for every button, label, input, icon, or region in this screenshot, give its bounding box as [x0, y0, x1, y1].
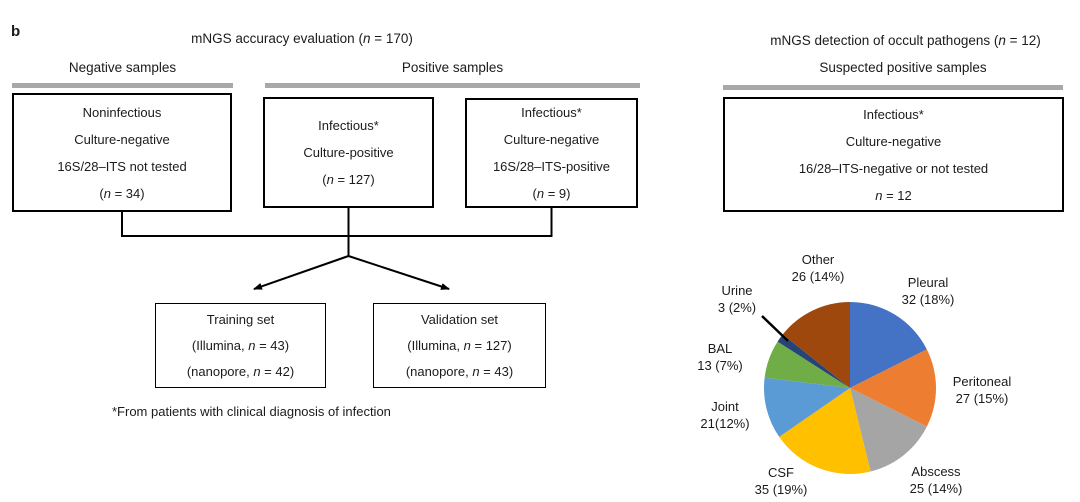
pie-label-abscess: Abscess 25 (14%)	[910, 463, 963, 497]
pie-label-name: BAL	[707, 341, 733, 356]
box-training-set: Training set (Illumina, n = 43) (nanopore,…	[155, 303, 326, 388]
pie-label-name: Abscess	[911, 464, 961, 479]
box-culture-positive: Infectious* Culture-positive (n = 127)	[263, 97, 434, 208]
pie-label-csf: CSF 35 (19%)	[755, 464, 808, 498]
box-validation-set: Validation set (Illumina, n = 127) (nanopo…	[373, 303, 546, 388]
pie-slice-urine	[777, 334, 850, 388]
pie-label-name: Peritoneal	[952, 374, 1012, 389]
box-text-line: Culture-positive	[303, 145, 394, 160]
box-text-line: (nanopore, n = 43)	[405, 363, 514, 379]
box-text-line: n = 12	[875, 187, 912, 203]
pie-label-value: 3 (2%)	[717, 300, 757, 315]
pie-slice-other	[782, 301, 850, 388]
urine-leader-line	[761, 315, 789, 342]
box-text-line: Training set	[206, 311, 275, 327]
pie-label-peritoneal: Peritoneal 27 (15%)	[953, 373, 1012, 407]
suspected-samples-bar	[723, 85, 1063, 90]
pie-label-value: 26 (14%)	[791, 269, 845, 284]
pie-slice-bal	[764, 341, 850, 388]
suspected-positive-samples-label: Suspected positive samples	[819, 60, 987, 75]
box-text-line: Noninfectious	[82, 104, 162, 120]
pie-label-bal: BAL 13 (7%)	[697, 340, 743, 374]
arrow-to-validation-set	[348, 255, 450, 290]
pie-chart	[764, 301, 937, 474]
pie-slice-abscess	[850, 388, 927, 472]
box-text-line: (nanopore, n = 42)	[186, 363, 295, 379]
box-text-line: Validation set	[420, 311, 499, 327]
arrow-to-training-set	[253, 255, 349, 290]
pie-label-joint: Joint 21(12%)	[700, 398, 749, 432]
box-text-line: Culture-negative	[74, 131, 170, 147]
pie-label-name: Pleural	[907, 275, 949, 290]
box-text-line: 16S/28–ITS not tested	[57, 158, 187, 174]
pie-label-urine: Urine 3 (2%)	[718, 282, 756, 316]
negative-samples-label: Negative samples	[68, 60, 177, 75]
box-text-line: 16S/28–ITS-positive	[492, 159, 611, 174]
box-text-line: (Illumina, n = 43)	[191, 337, 290, 353]
left-section-title: mNGS accuracy evaluation (n = 170)	[191, 31, 413, 46]
pie-slice-joint	[764, 377, 850, 437]
pie-label-name: CSF	[768, 465, 794, 480]
pie-label-name: Other	[801, 252, 835, 267]
pie-label-other: Other 26 (14%)	[792, 251, 845, 285]
box-occult-pathogens: Infectious* Culture-negative 16/28–ITS-neg…	[723, 97, 1064, 212]
box-noninfectious: Noninfectious Culture-negative 16S/28–ITS …	[12, 93, 232, 212]
box-text-line: Culture-negative	[845, 133, 942, 149]
box-text-line: (Illumina, n = 127)	[407, 337, 512, 353]
box-text-line: (n = 9)	[532, 186, 571, 201]
pie-label-value: 13 (7%)	[697, 358, 743, 373]
pie-label-value: 25 (14%)	[909, 481, 963, 496]
box-text-line: (n = 127)	[322, 172, 375, 187]
pie-slice-csf	[779, 388, 871, 474]
pie-label-value: 32 (18%)	[901, 292, 955, 307]
positive-samples-label: Positive samples	[401, 60, 504, 75]
pie-label-name: Urine	[721, 283, 753, 298]
box-text-line: 16/28–ITS-negative or not tested	[798, 160, 989, 176]
pie-slice-peritoneal	[850, 349, 937, 427]
pie-label-value: 21(12%)	[700, 416, 750, 431]
box-text-line: Infectious*	[863, 106, 924, 122]
flow-connectors	[121, 206, 553, 290]
footnote: *From patients with clinical diagnosis o…	[112, 404, 391, 419]
box-text-line: (n = 34)	[99, 185, 145, 201]
panel-label: b	[11, 23, 21, 40]
box-text-line: Infectious*	[318, 118, 379, 133]
box-culture-negative-its-positive: Infectious* Culture-negative 16S/28–ITS-po…	[465, 98, 638, 208]
box-text-line: Infectious*	[521, 105, 582, 120]
pie-label-value: 27 (15%)	[955, 391, 1009, 406]
box-text-line: Culture-negative	[503, 132, 600, 147]
pie-label-pleural: Pleural 32 (18%)	[902, 274, 955, 308]
right-section-title: mNGS detection of occult pathogens (n = …	[770, 33, 1041, 48]
positive-samples-bar	[265, 83, 640, 88]
negative-samples-bar	[12, 83, 233, 88]
pie-slice-pleural	[850, 302, 927, 388]
pie-label-value: 35 (19%)	[754, 482, 808, 497]
pie-label-name: Joint	[711, 399, 739, 414]
